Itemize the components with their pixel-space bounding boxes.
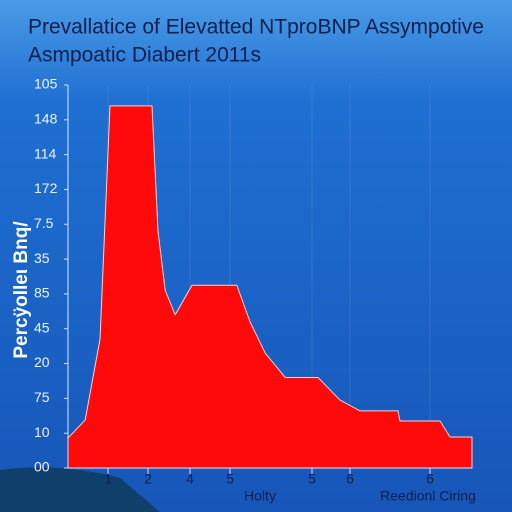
y-tick-label: 172 [34, 180, 58, 196]
annotation: Holty [244, 488, 276, 504]
x-tick-label: 2 [144, 471, 152, 487]
y-axis-label: Percÿolleι Bnq/ [11, 221, 32, 359]
chart-subtitle: Asmpoatic Diabert 2011s [28, 44, 261, 67]
y-tick-label: 10 [34, 424, 50, 440]
x-tick-label: 5 [308, 471, 316, 487]
x-tick-label: 5 [226, 471, 234, 487]
y-tick-label: 105 [34, 76, 58, 92]
y-tick-label: 45 [34, 319, 50, 335]
annotation: Reedionl Ciring [380, 488, 476, 504]
y-tick-label: 75 [34, 389, 50, 405]
chart-title: Prevallatice of Elevatted NTproBNP Assym… [28, 16, 484, 39]
x-tick-label: 1 [104, 471, 112, 487]
y-tick-label: 114 [34, 145, 57, 161]
y-tick-label: 20 [34, 354, 50, 370]
y-tick-label: 148 [34, 111, 58, 127]
y-tick-label: 35 [34, 250, 50, 266]
area [67, 105, 473, 469]
x-tick-label: 6 [346, 471, 354, 487]
y-tick-label: 7.5 [34, 215, 54, 231]
x-tick-label: 6 [426, 471, 434, 487]
y-tick-label: 85 [34, 285, 50, 301]
corner-shape [0, 467, 160, 512]
x-tick-label: 4 [186, 471, 194, 487]
y-tick-label: 00 [34, 459, 50, 475]
